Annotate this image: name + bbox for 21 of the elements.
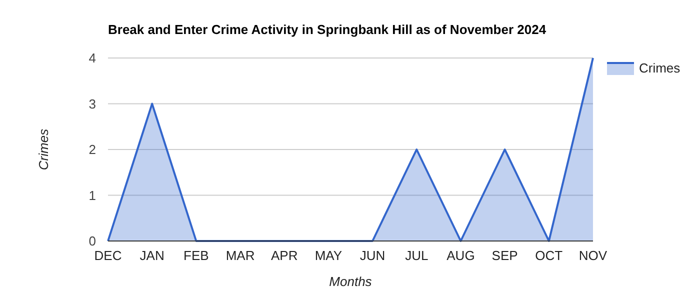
x-tick-label: MAR bbox=[226, 248, 255, 263]
x-tick-label: APR bbox=[270, 248, 298, 263]
x-tick-label: SEP bbox=[492, 248, 518, 263]
y-tick-label: 1 bbox=[88, 188, 96, 203]
x-tick-label: JAN bbox=[140, 248, 164, 263]
chart-title: Break and Enter Crime Activity in Springbank Hill as of November 2024 bbox=[108, 22, 547, 37]
x-tick-label: JUL bbox=[405, 248, 428, 263]
x-tick-label: NOV bbox=[578, 248, 608, 263]
x-tick-label: JUN bbox=[360, 248, 386, 263]
y-tick-label: 2 bbox=[88, 142, 96, 158]
x-tick-label: OCT bbox=[535, 248, 563, 263]
x-tick-label: FEB bbox=[184, 248, 209, 263]
x-tick-label: AUG bbox=[446, 248, 475, 263]
x-axis-title: Months bbox=[329, 274, 372, 289]
x-tick-label: MAY bbox=[314, 248, 342, 263]
y-tick-label: 4 bbox=[88, 50, 96, 66]
x-tick-label: DEC bbox=[94, 248, 122, 263]
y-tick-label: 3 bbox=[88, 96, 96, 112]
legend-label: Crimes bbox=[639, 60, 681, 76]
y-axis-title: Crimes bbox=[36, 128, 51, 170]
y-tick-label: 0 bbox=[88, 234, 96, 249]
